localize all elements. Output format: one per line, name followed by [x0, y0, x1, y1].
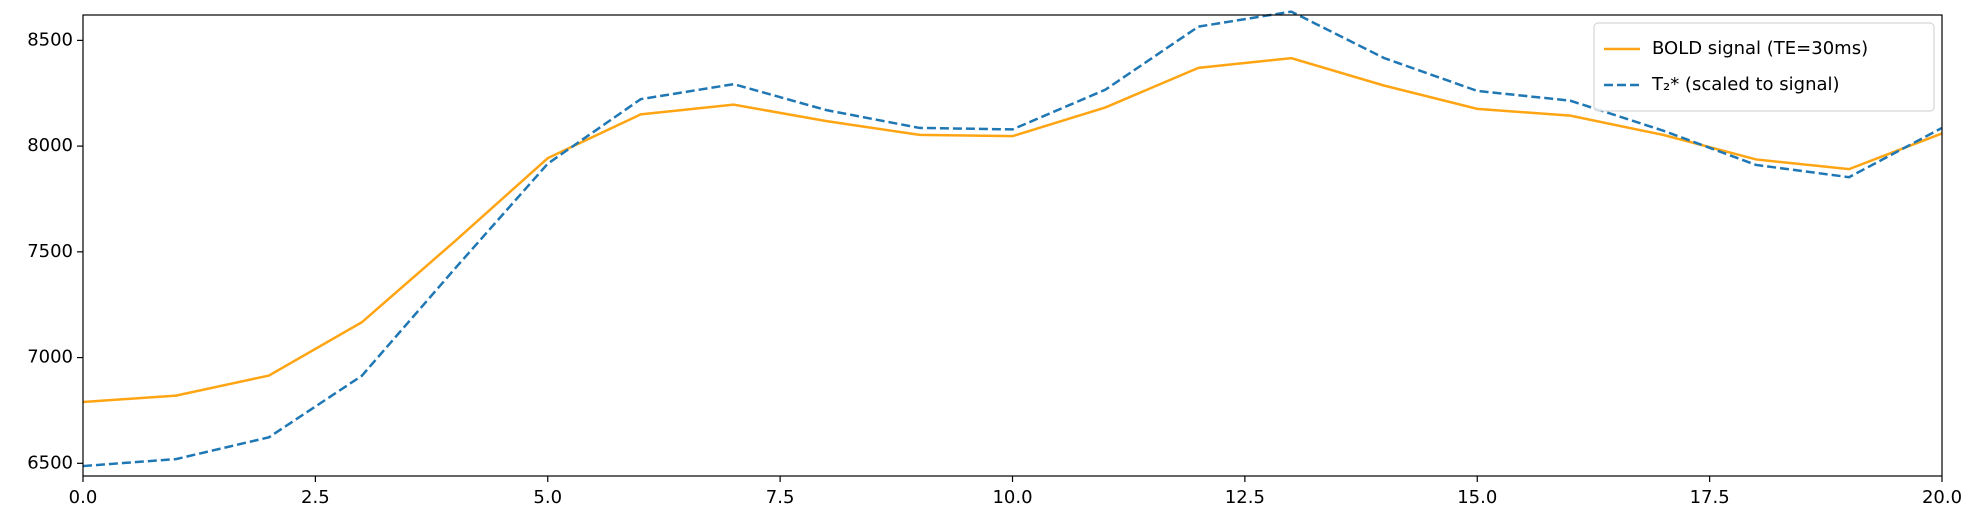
plot-frame: [82, 14, 1943, 477]
y-tick-label: 8000: [27, 135, 73, 156]
x-tick-label: 5.0: [533, 487, 562, 508]
legend-box: [1593, 22, 1935, 112]
x-tick-label: 12.5: [1225, 487, 1265, 508]
x-tick-label: 15.0: [1457, 487, 1497, 508]
x-tick-label: 0.0: [69, 487, 98, 508]
x-tick-label: 2.5: [301, 487, 330, 508]
y-tick-label: 8500: [27, 29, 73, 50]
legend-label: BOLD signal (TE=30ms): [1652, 38, 1868, 59]
series-line: [82, 56, 1943, 404]
series-line: [82, 10, 1943, 468]
y-tick-label: 7500: [27, 241, 73, 262]
legend-label: T₂* (scaled to signal): [1651, 74, 1840, 95]
x-tick-label: 7.5: [766, 487, 795, 508]
x-tick-label: 10.0: [992, 487, 1032, 508]
x-tick-label: 17.5: [1690, 487, 1730, 508]
x-tick-label: 20.0: [1922, 487, 1962, 508]
legend: BOLD signal (TE=30ms) T₂* (scaled to sign…: [1593, 22, 1935, 112]
y-tick-label: 7000: [27, 347, 73, 368]
y-tick-label: 6500: [27, 452, 73, 473]
